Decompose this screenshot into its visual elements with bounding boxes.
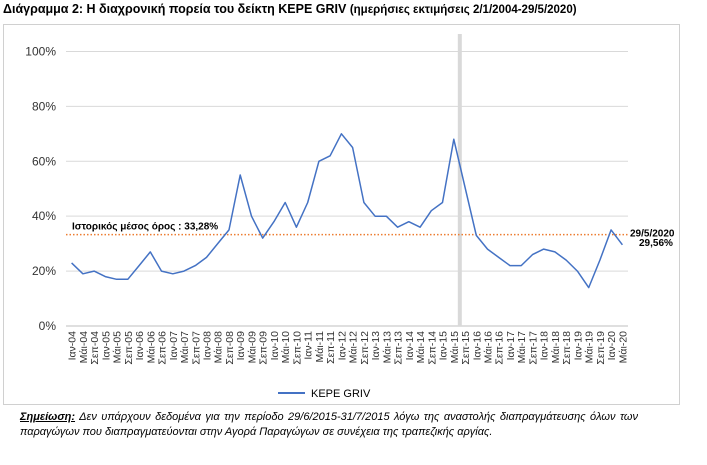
x-tick-label: Σεπ-14 [426, 331, 438, 365]
y-tick-label: 80% [32, 99, 56, 113]
missing-data-band [457, 34, 462, 326]
x-tick-label: Σεπ-16 [494, 331, 506, 365]
footnote: Σημείωση: Δεν υπάρχουν δεδομένα για την … [20, 410, 638, 439]
y-tick-label: 20% [32, 264, 56, 278]
x-tick-label: Ιαν-19 [572, 331, 584, 361]
figure-title-text: Διάγραμμα 2: Η διαχρονική πορεία του δεί… [3, 2, 347, 16]
x-tick-label: Ιαν-08 [202, 331, 214, 361]
x-tick-label: Μάι-13 [381, 331, 393, 363]
x-tick-label: Σεπ-13 [393, 331, 405, 365]
y-tick-label: 60% [32, 154, 56, 168]
x-tick-label: Μάι-16 [483, 331, 495, 363]
x-tick-label: Μάι-20 [617, 331, 629, 363]
x-tick-label: Ιαν-13 [370, 331, 382, 361]
x-tick-label: Μάι-04 [78, 331, 90, 363]
x-tick-label: Μάι-07 [179, 331, 191, 363]
x-tick-label: Ιαν-15 [438, 331, 450, 361]
historical-mean-label: Ιστορικός μέσος όρος : 33,28% [72, 222, 218, 233]
x-tick-label: Ιαν-04 [67, 331, 79, 361]
x-tick-label: Μάι-06 [145, 331, 157, 363]
end-date-label: 29/5/2020 [630, 229, 675, 240]
x-tick-label: Ιαν-14 [404, 331, 416, 361]
x-tick-label: Σεπ-11 [325, 331, 337, 364]
end-value-label: 29,56% [639, 238, 673, 249]
y-axis-tick-labels: 0% 20% 40% 60% 80% 100% [25, 44, 56, 333]
x-tick-label: Μάι-10 [280, 331, 292, 363]
x-tick-label: Ιαν-16 [471, 331, 483, 361]
x-tick-label: Μάι-08 [213, 331, 225, 363]
footnote-text: Δεν υπάρχουν δεδομένα για την περίοδο 29… [20, 411, 638, 438]
x-tick-label: Μάι-17 [516, 331, 528, 363]
figure-subtitle: (ημερήσιες εκτιμήσεις 2/1/2004-29/5/2020… [349, 4, 577, 16]
series-line-kepe-griv [71, 133, 623, 289]
x-tick-label: Ιαν-06 [134, 331, 146, 361]
x-tick-label: Ιαν-07 [168, 331, 180, 361]
x-tick-label: Μάι-18 [550, 331, 562, 363]
x-tick-label: Σεπ-12 [359, 331, 371, 365]
x-tick-label: Σεπ-17 [527, 331, 539, 365]
y-tick-label: 0% [39, 319, 57, 333]
y-tick-label: 100% [25, 44, 56, 58]
legend-label: ΚΕΡΕ GRIV [311, 388, 371, 400]
x-tick-label: Σεπ-09 [258, 331, 270, 365]
x-tick-label: Ιαν-09 [235, 331, 247, 361]
x-tick-label: Ιαν-11 [303, 331, 315, 360]
legend: ΚΕΡΕ GRIV [278, 388, 371, 400]
x-tick-label: Μάι-14 [415, 331, 427, 363]
x-tick-label: Ιαν-17 [505, 331, 517, 361]
x-tick-label: Σεπ-18 [561, 331, 573, 365]
x-tick-label: Μάι-15 [449, 331, 461, 363]
x-tick-label: Σεπ-05 [123, 331, 135, 365]
x-tick-label: Σεπ-19 [595, 331, 607, 365]
x-tick-label: Μάι-11 [314, 331, 326, 363]
x-tick-label: Σεπ-10 [291, 331, 303, 365]
x-tick-label: Σεπ-15 [460, 331, 472, 365]
chart: 0% 20% 40% 60% 80% 100% Ιστορικός μέσος όρος … [25, 34, 675, 400]
chart-frame [3, 24, 680, 405]
x-tick-label: Ιαν-18 [539, 331, 551, 361]
figure-title: Διάγραμμα 2: Η διαχρονική πορεία του δεί… [3, 2, 577, 16]
x-tick-label: Μάι-19 [584, 331, 596, 363]
gridlines [66, 50, 628, 272]
x-tick-label: Ιαν-12 [336, 331, 348, 361]
x-tick-label: Ιαν-10 [269, 331, 281, 361]
x-tick-label: Σεπ-07 [190, 331, 202, 365]
x-tick-label: Μάι-12 [348, 331, 360, 363]
x-tick-label: Σεπ-04 [89, 331, 101, 365]
footnote-label: Σημείωση: [20, 411, 76, 423]
x-tick-label: Ιαν-20 [606, 331, 618, 361]
x-tick-label: Μάι-05 [112, 331, 124, 363]
x-tick-label: Σεπ-08 [224, 331, 236, 365]
x-tick-label: Ιαν-05 [100, 331, 112, 361]
y-tick-label: 40% [32, 209, 56, 223]
x-axis-tick-labels: Ιαν-04 Μάι-04 Σεπ-04 Ιαν-05 Μάι-05 Σεπ-05 Ιαν-… [67, 331, 630, 365]
x-tick-label: Σεπ-06 [157, 331, 169, 365]
x-tick-label: Μάι-09 [246, 331, 258, 363]
